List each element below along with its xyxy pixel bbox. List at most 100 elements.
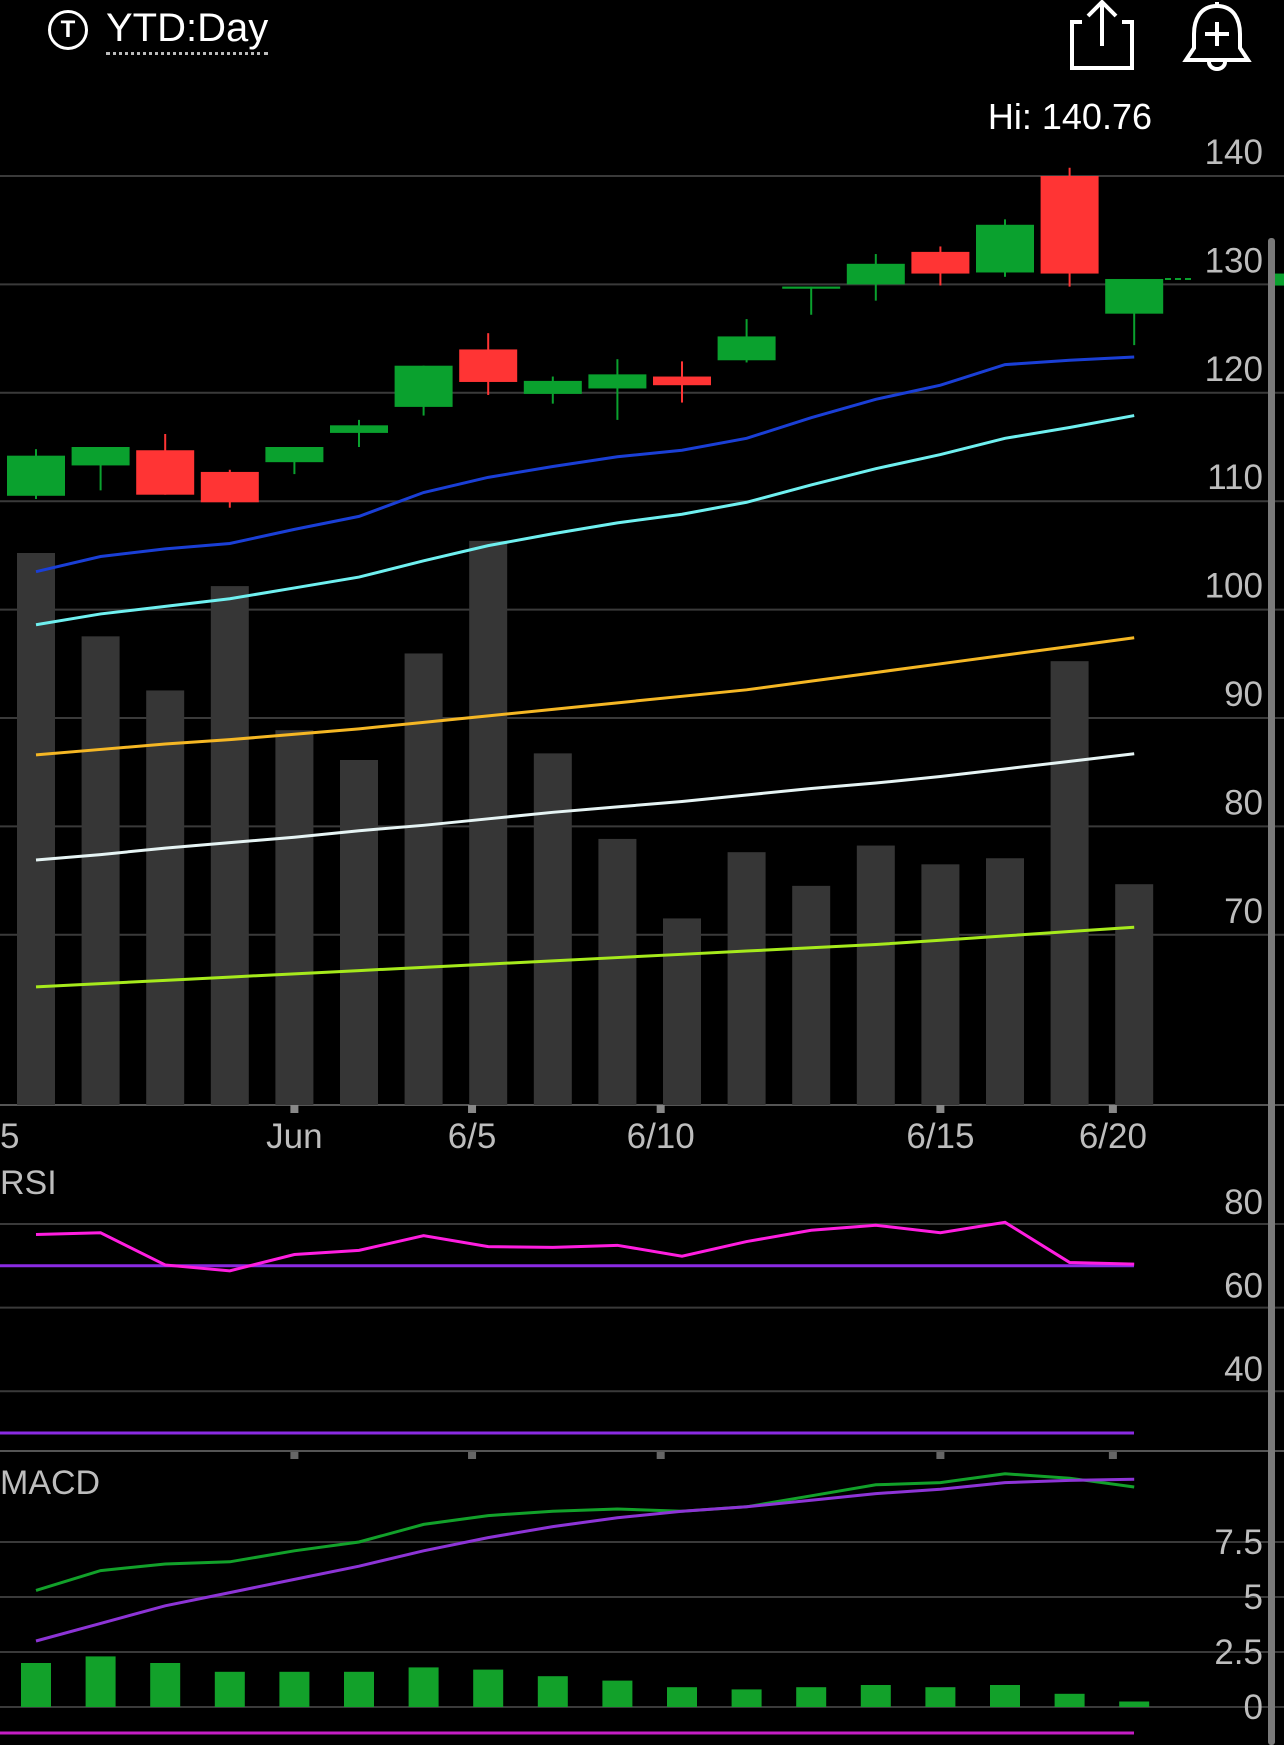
price-tick-label: 130 [1205, 241, 1263, 280]
date-tick-label: 6/10 [627, 1117, 695, 1156]
volume-bar [598, 838, 637, 1105]
macd-histogram-bar [990, 1685, 1020, 1707]
macd-histogram-bar [1119, 1701, 1150, 1707]
date-tick-mark [936, 1105, 945, 1113]
grid-lines [0, 175, 1284, 1106]
signal-line [35, 1477, 1135, 1643]
rsi-tick-label: 80 [1224, 1183, 1263, 1222]
date-tick-label: Jun [266, 1117, 322, 1156]
volume-bar [792, 885, 831, 1105]
rsi-line [35, 1220, 1135, 1273]
date-tick-mark [468, 1451, 477, 1459]
rsi-tick-label: 40 [1224, 1350, 1263, 1389]
volume-bar [727, 852, 766, 1105]
high-price-label: Hi: 140.76 [987, 96, 1152, 137]
macd-histogram-bar [408, 1667, 439, 1707]
macd-histogram-bar [925, 1687, 956, 1707]
volume-bar [275, 730, 314, 1105]
candle-body [846, 263, 905, 285]
range-selector[interactable]: YTD:Day [106, 4, 269, 55]
candle-body [588, 374, 647, 389]
rsi-tick-label: 60 [1224, 1267, 1263, 1306]
candle-body [523, 380, 582, 394]
date-tick-label: 6/15 [906, 1117, 974, 1156]
vertical-scrollbar [1268, 238, 1275, 1745]
moving-average-line [35, 414, 1135, 627]
volume-bar [210, 586, 249, 1105]
candle-body [782, 286, 841, 289]
volume-bar [533, 753, 572, 1105]
volume-bar [81, 636, 120, 1105]
share-icon [1070, 0, 1134, 70]
price-tick-label: 80 [1224, 783, 1263, 822]
candle-body [653, 376, 711, 386]
volume-bar [921, 864, 960, 1105]
macd-tick-label: 0 [1244, 1688, 1263, 1727]
add-alert-button[interactable] [1180, 0, 1255, 75]
candle-body [265, 447, 324, 463]
macd-histogram-bar [667, 1687, 697, 1707]
date-tick-mark [290, 1451, 299, 1459]
macd-histogram-bar [860, 1685, 891, 1707]
date-tick-mark [936, 1451, 945, 1459]
macd-tick-label: 7.5 [1214, 1523, 1263, 1562]
macd-histogram-bar [150, 1663, 181, 1707]
volume-bar [469, 540, 508, 1105]
macd-tick-label: 5 [1244, 1578, 1263, 1617]
price-tick-label: 110 [1207, 458, 1263, 497]
macd-histogram-bar [602, 1680, 633, 1707]
candle-body [1040, 176, 1099, 274]
candle-body [200, 471, 259, 503]
candle-body [136, 450, 195, 495]
scrollbar[interactable] [1268, 238, 1275, 1745]
last-price-tag [1274, 273, 1284, 286]
add-alert-bell-icon [1182, 2, 1252, 71]
macd-histogram-bar [21, 1663, 51, 1707]
candle-body [459, 349, 518, 382]
date-tick-mark [656, 1451, 665, 1459]
candlesticks[interactable] [7, 167, 1284, 508]
candle-body [976, 224, 1034, 273]
volume-bars [17, 540, 1154, 1105]
candle-body [717, 336, 776, 361]
date-tick-mark [1108, 1105, 1117, 1113]
symbol-icon[interactable]: T [48, 10, 88, 50]
macd-histogram-bar [85, 1656, 116, 1707]
date-tick-label: 25 [0, 1117, 19, 1156]
volume-bar [663, 918, 701, 1105]
candle-body [7, 455, 65, 496]
price-tick-label: 100 [1205, 567, 1263, 606]
volume-bar [404, 653, 443, 1105]
macd-histogram-bar [731, 1689, 762, 1707]
candle-body [1105, 278, 1164, 314]
macd-panel: MACD 7.5 5 2.5 0 [0, 1464, 1284, 1735]
date-axis: 25 Jun 6/5 6/10 6/15 6/20 [0, 1105, 1147, 1459]
candle-body [394, 365, 453, 407]
macd-histogram-bar [796, 1687, 827, 1707]
moving-average-line [35, 636, 1135, 757]
rsi-label: RSI [0, 1164, 57, 1202]
macd-histogram-bar [344, 1671, 374, 1707]
price-tick-label: 90 [1224, 675, 1263, 714]
price-tick-label: 140 [1205, 133, 1263, 172]
macd-tick-label: 2.5 [1214, 1633, 1263, 1672]
price-tick-label: 70 [1224, 892, 1263, 931]
volume-bar [1050, 661, 1089, 1105]
macd-histogram-bar [279, 1671, 310, 1707]
macd-label: MACD [0, 1464, 100, 1502]
volume-bar [986, 858, 1024, 1105]
volume-bar [1115, 884, 1154, 1105]
candle-body [330, 425, 388, 433]
moving-average-line [35, 355, 1135, 574]
share-button[interactable] [1070, 0, 1140, 75]
rsi-panel: RSI 80 60 40 [0, 1164, 1284, 1452]
volume-bar [146, 690, 185, 1105]
macd-histogram-bar [473, 1669, 504, 1707]
candle-body [911, 251, 970, 274]
volume-bar [856, 845, 895, 1105]
chart-header: T YTD:Day [0, 0, 1284, 80]
date-tick-mark [1108, 1451, 1117, 1459]
macd-histogram-bar [537, 1676, 568, 1707]
price-axis: 140 130 120 110 100 90 80 70 [1205, 133, 1263, 931]
